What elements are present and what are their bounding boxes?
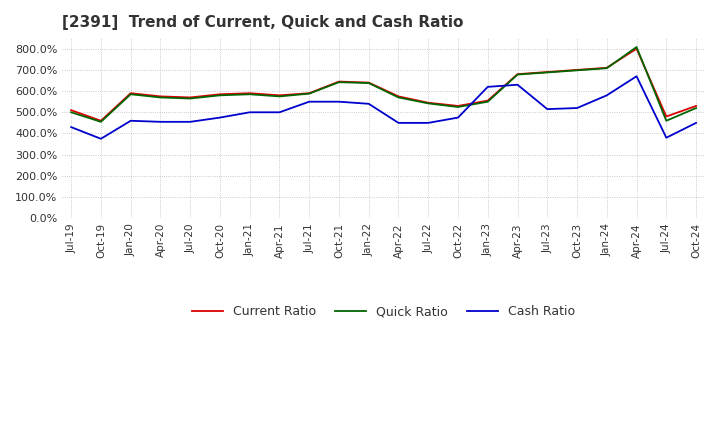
Quick Ratio [96,119,105,125]
Cash Ratio [335,99,343,104]
Current Ratio [215,92,224,97]
Current Ratio [662,114,670,119]
Current Ratio [394,94,402,99]
Current Ratio [483,98,492,103]
Current Ratio [96,118,105,123]
Cash Ratio [543,106,552,112]
Quick Ratio [543,70,552,75]
Quick Ratio [454,104,462,110]
Current Ratio [513,71,522,77]
Quick Ratio [246,92,254,97]
Cash Ratio [483,84,492,89]
Quick Ratio [364,81,373,86]
Current Ratio [454,103,462,109]
Current Ratio [572,67,581,73]
Cash Ratio [364,101,373,106]
Current Ratio [246,91,254,96]
Cash Ratio [305,99,313,104]
Cash Ratio [632,73,641,79]
Quick Ratio [632,44,641,50]
Quick Ratio [126,92,135,97]
Current Ratio [126,91,135,96]
Cash Ratio [67,125,76,130]
Line: Quick Ratio: Quick Ratio [71,47,696,122]
Cash Ratio [603,93,611,98]
Cash Ratio [275,110,284,115]
Current Ratio [186,95,194,100]
Current Ratio [305,91,313,96]
Quick Ratio [335,80,343,85]
Line: Current Ratio: Current Ratio [71,49,696,121]
Cash Ratio [692,120,701,125]
Current Ratio [67,107,76,113]
Text: [2391]  Trend of Current, Quick and Cash Ratio: [2391] Trend of Current, Quick and Cash … [62,15,464,30]
Quick Ratio [67,110,76,115]
Cash Ratio [215,115,224,120]
Line: Cash Ratio: Cash Ratio [71,76,696,139]
Current Ratio [364,80,373,85]
Current Ratio [692,103,701,109]
Cash Ratio [454,115,462,120]
Current Ratio [424,100,433,106]
Quick Ratio [186,96,194,101]
Current Ratio [275,93,284,98]
Quick Ratio [692,106,701,111]
Cash Ratio [572,106,581,111]
Quick Ratio [305,91,313,96]
Current Ratio [156,94,165,99]
Quick Ratio [603,66,611,71]
Cash Ratio [156,119,165,125]
Current Ratio [632,46,641,51]
Cash Ratio [424,120,433,125]
Cash Ratio [96,136,105,141]
Quick Ratio [662,118,670,123]
Current Ratio [603,65,611,70]
Quick Ratio [215,93,224,98]
Quick Ratio [275,94,284,99]
Cash Ratio [126,118,135,123]
Quick Ratio [156,95,165,100]
Cash Ratio [246,110,254,115]
Quick Ratio [572,68,581,73]
Cash Ratio [186,119,194,125]
Current Ratio [543,70,552,75]
Cash Ratio [513,82,522,88]
Cash Ratio [662,135,670,140]
Current Ratio [335,79,343,84]
Cash Ratio [394,120,402,125]
Quick Ratio [483,99,492,104]
Quick Ratio [513,72,522,77]
Quick Ratio [394,95,402,100]
Quick Ratio [424,101,433,106]
Legend: Current Ratio, Quick Ratio, Cash Ratio: Current Ratio, Quick Ratio, Cash Ratio [187,300,580,323]
